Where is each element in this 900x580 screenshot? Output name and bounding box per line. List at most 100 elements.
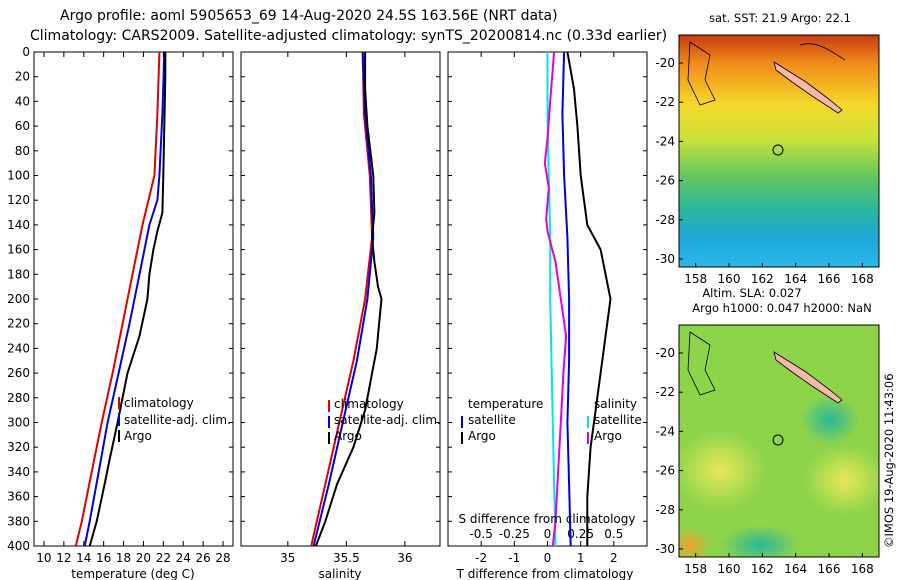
depth-tick-label: 100 [7, 169, 30, 183]
x-tick-label: -1 [508, 551, 520, 565]
sst-map [679, 35, 879, 267]
sla-map-frame [678, 324, 880, 558]
depth-tick-label: 120 [7, 193, 30, 207]
series-line-satellite-adj-clim- [83, 51, 166, 547]
imos-credit: ©IMOS 19-Aug-2020 11:43:06 [882, 373, 896, 548]
difference-axis-label: T difference from climatology [456, 567, 634, 580]
s-difference-axis: -0.5 -0.25 0 0.25 0.5 [469, 527, 623, 541]
series-line-climatology [310, 51, 374, 547]
figure-title-line2: Climatology: CARS2009. Satellite-adjuste… [30, 28, 667, 44]
lon-tick-label: 158 [684, 272, 707, 286]
depth-tick-label: 300 [7, 416, 30, 430]
lat-tick-label: -20 [655, 346, 675, 360]
lon-tick-label: 168 [851, 562, 874, 576]
x-tick-label: 24 [176, 551, 191, 565]
legend-label-satellite: satellite-adj. clim. [124, 413, 231, 427]
legend-title-temperature: temperature [468, 397, 543, 411]
depth-tick-label: 380 [7, 514, 30, 528]
salinity-x-axis: 35 35.5 36 [280, 52, 413, 565]
series-line-argo [88, 52, 167, 547]
series-line-t-argo [566, 51, 612, 546]
lat-tick-label: -30 [655, 252, 675, 266]
legend-label-t-argo: Argo [468, 429, 496, 443]
x-tick-label: 26 [196, 551, 211, 565]
depth-axis: 0 20 40 60 80 100 120 140 160 180 200 220 240 260 280 3… [7, 45, 647, 553]
s-diff-tick-label: 0.5 [604, 527, 623, 541]
temperature-axis-label: temperature (deg C) [71, 567, 194, 580]
legend-label-t-satellite: satellite [468, 413, 516, 427]
lon-tick-label: 160 [718, 562, 741, 576]
depth-tick-label: 60 [15, 119, 30, 133]
depth-tick-label: 220 [7, 317, 30, 331]
argo-location-marker [772, 434, 784, 446]
s-diff-tick-label: 0 [544, 527, 552, 541]
lon-tick-label: 166 [818, 562, 841, 576]
salinity-series [310, 51, 383, 547]
lat-tick-label: -24 [655, 134, 675, 148]
series-line-s-argo [543, 51, 568, 547]
argo-location-marker [772, 144, 784, 156]
salinity-panel-frame [240, 51, 441, 547]
series-line-climatology [74, 51, 161, 547]
legend-label-s-satellite: satellite [594, 413, 642, 427]
s-diff-tick-label: -0.5 [469, 527, 492, 541]
lat-tick-label: -30 [655, 542, 675, 556]
lat-tick-label: -26 [655, 174, 675, 188]
temperature-series [74, 51, 167, 547]
series-line-satellite-adj-clim- [312, 51, 375, 547]
depth-tick-label: 20 [15, 70, 30, 84]
depth-tick-label: 140 [7, 218, 30, 232]
depth-tick-label: 240 [7, 341, 30, 355]
depth-tick-label: 360 [7, 490, 30, 504]
lon-tick-label: 166 [818, 272, 841, 286]
lat-tick-label: -20 [655, 56, 675, 70]
series-line-t-satellite [561, 51, 572, 547]
x-tick-label: 22 [156, 551, 171, 565]
s-diff-tick-label: -0.25 [499, 527, 530, 541]
sla-map-axes: 158 160 162 164 166 168 -20 -22 -24 -26 -28 -30 [655, 346, 873, 576]
sla-map-title-1: Altim. SLA: 0.027 [702, 286, 801, 300]
series-line-argo [314, 52, 383, 547]
difference-legend: temperature satellite Argo salinity sate… [461, 397, 642, 444]
x-tick-label: 20 [136, 551, 151, 565]
lat-tick-label: -22 [655, 95, 675, 109]
lon-tick-label: 162 [751, 562, 774, 576]
x-tick-label: 35.5 [333, 551, 360, 565]
legend-label-climatology: climatology [334, 397, 404, 411]
depth-tick-label: 160 [7, 243, 30, 257]
x-tick-label: 18 [116, 551, 131, 565]
depth-tick-label: 0 [22, 45, 30, 59]
sst-map-title: sat. SST: 21.9 Argo: 22.1 [709, 11, 851, 25]
legend-label-argo: Argo [334, 429, 362, 443]
legend-label-climatology: climatology [124, 396, 194, 410]
difference-series [543, 51, 612, 547]
lon-tick-label: 158 [684, 562, 707, 576]
lon-tick-label: 168 [851, 272, 874, 286]
coastline-contour [799, 43, 846, 61]
coastline-contour [687, 331, 716, 396]
legend-label-argo: Argo [124, 429, 152, 443]
lon-tick-label: 160 [718, 272, 741, 286]
x-tick-label: 2 [610, 551, 618, 565]
sla-anomaly [679, 430, 765, 510]
sla-map [679, 325, 879, 557]
sst-map-frame [678, 34, 880, 268]
legend-label-satellite: satellite-adj. clim. [334, 413, 441, 427]
sla-anomaly [679, 527, 710, 557]
depth-tick-label: 180 [7, 267, 30, 281]
depth-tick-label: 260 [7, 366, 30, 380]
sst-map-axes: 158 160 162 164 166 168 -20 -22 -24 -26 -28 -30 [655, 56, 873, 286]
depth-tick-label: 320 [7, 440, 30, 454]
depth-tick-label: 200 [7, 292, 30, 306]
figure-title-line1: Argo profile: aoml 5905653_69 14-Aug-202… [60, 8, 558, 24]
x-tick-label: 12 [56, 551, 71, 565]
x-tick-label: -2 [475, 551, 487, 565]
legend-title-salinity: salinity [594, 397, 637, 411]
depth-tick-label: 340 [7, 465, 30, 479]
lon-tick-label: 164 [784, 562, 807, 576]
x-tick-label: 36 [397, 551, 412, 565]
temperature-legend: climatology satellite-adj. clim. Argo [118, 396, 231, 443]
temperature-x-axis: 10 12 14 16 18 20 22 24 26 28 [36, 52, 231, 565]
x-tick-label: 28 [215, 551, 230, 565]
